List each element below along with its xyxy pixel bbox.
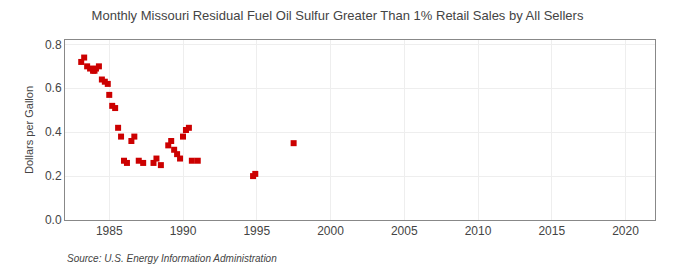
svg-text:0.0: 0.0 [45,213,62,227]
svg-text:1995: 1995 [243,224,270,238]
svg-text:Monthly Missouri Residual Fuel: Monthly Missouri Residual Fuel Oil Sulfu… [92,8,584,23]
svg-text:2000: 2000 [317,224,344,238]
svg-text:0.8: 0.8 [45,38,62,52]
svg-text:Source: U.S. Energy Informatio: Source: U.S. Energy Information Administ… [67,253,277,264]
svg-text:1985: 1985 [96,224,123,238]
svg-text:0.2: 0.2 [45,169,62,183]
svg-text:1990: 1990 [170,224,197,238]
svg-text:2020: 2020 [612,224,639,238]
svg-text:2005: 2005 [391,224,418,238]
svg-text:2015: 2015 [538,224,565,238]
svg-text:0.6: 0.6 [45,81,62,95]
svg-text:2010: 2010 [465,224,492,238]
svg-text:Dollars per Gallon: Dollars per Gallon [23,86,35,174]
svg-text:0.4: 0.4 [45,125,62,139]
